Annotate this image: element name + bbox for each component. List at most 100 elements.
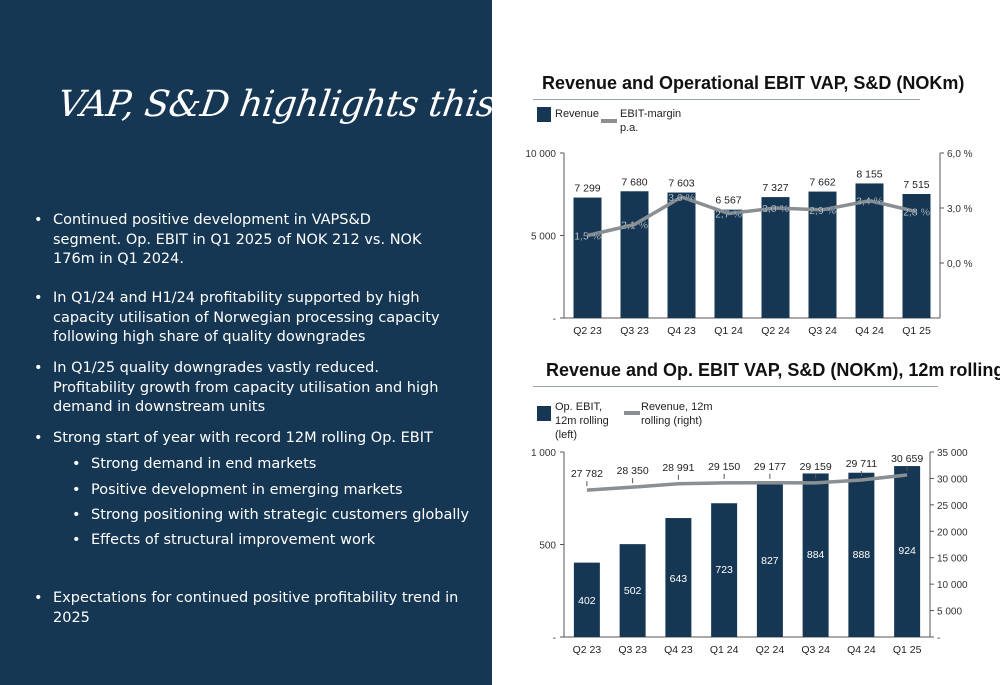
chart-1-legend: Revenue EBIT-margin p.a. (537, 106, 797, 136)
x-axis-tick-label: Q2 24 (756, 644, 785, 656)
bullet-text: In Q1/24 and H1/24 profitability support… (53, 290, 440, 345)
bullet-text: Expectations for continued positive prof… (53, 590, 459, 626)
right-axis-tick-label: 0,0 % (947, 259, 973, 270)
x-axis-tick-label: Q1 25 (902, 325, 931, 337)
bullet-dot: • (72, 507, 81, 523)
right-axis-tick-label: 30 000 (937, 474, 968, 485)
bullet-dot: • (34, 212, 43, 228)
x-axis-tick-label: Q1 24 (714, 325, 743, 337)
line-value-label: 28 350 (617, 465, 649, 477)
line-series (586, 473, 908, 492)
right-axis-tick-label: 15 000 (937, 554, 968, 565)
line-value-label: 29 150 (708, 461, 740, 473)
x-axis-tick-label: Q3 24 (801, 644, 830, 656)
x-axis-tick-label: Q3 23 (618, 644, 647, 656)
bullet-dot: • (34, 590, 43, 606)
left-axis-tick-label: 10 000 (525, 149, 556, 160)
left-axis-tick-label: 500 (539, 541, 556, 552)
chart-1-title-rule (533, 99, 920, 100)
bar-value-label: 502 (624, 585, 642, 597)
left-axis-tick-label: - (553, 314, 556, 325)
sub-bullet-text: Positive development in emerging markets (91, 482, 403, 498)
bar (894, 466, 921, 637)
bar (573, 562, 600, 637)
x-axis-tick-label: Q2 23 (573, 325, 602, 337)
bar (855, 183, 884, 318)
bar-value-label: 827 (761, 555, 779, 567)
bar-value-label: 7 662 (809, 177, 835, 189)
line-value-label: 2,8 % (903, 207, 930, 219)
x-axis-tick-label: Q3 23 (620, 325, 649, 337)
bar (802, 473, 829, 637)
left-axis-tick-label: 5 000 (531, 232, 556, 243)
bullet-dot: • (34, 360, 43, 376)
bar (573, 197, 602, 318)
x-axis-tick-label: Q1 25 (893, 644, 922, 656)
bar-value-label: 7 603 (668, 178, 694, 190)
bar (619, 544, 646, 637)
right-axis-tick-label: 5 000 (937, 607, 962, 618)
bar (714, 209, 743, 318)
bar-value-label: 7 515 (903, 179, 929, 191)
line-value-label: 3,0 % (762, 203, 789, 215)
bullet-text: Strong start of year with record 12M rol… (53, 430, 433, 446)
sub-bullet-text: Effects of structural improvement work (91, 532, 376, 548)
sub-bullet-text: Strong demand in end markets (91, 456, 317, 472)
bar-value-label: 924 (898, 545, 916, 557)
line-value-label: 1,5 % (574, 231, 601, 243)
right-axis-tick-label: 25 000 (937, 501, 968, 512)
chart-2-legend: Op. EBIT, 12m rolling (left) Revenue, 12… (537, 400, 797, 441)
x-axis-tick-label: Q1 24 (710, 644, 739, 656)
x-axis-tick-label: Q3 24 (808, 325, 837, 337)
right-axis-tick-label: 20 000 (937, 527, 968, 538)
bar-value-label: 402 (578, 595, 596, 607)
line-value-label: 3,6 % (668, 192, 695, 204)
bar (756, 484, 783, 637)
right-axis-tick-label: 3,0 % (947, 204, 973, 215)
line-value-label: 2,7 % (715, 209, 742, 221)
bar (665, 518, 692, 637)
legend-label-revenue: Revenue (555, 108, 600, 120)
legend-label-ebit-margin: EBIT-margin p.a. (620, 108, 682, 134)
legend-swatch-revenue-rolling (624, 411, 640, 415)
right-axis-tick-label: - (937, 633, 940, 644)
bullet-dot: • (34, 430, 43, 446)
bar (620, 191, 649, 318)
bar-value-label: 7 327 (762, 182, 788, 194)
bullet-dot: • (72, 456, 81, 472)
bar (667, 192, 696, 318)
bar-value-label: 7 299 (574, 183, 600, 195)
legend-label-op-ebit: Op. EBIT, 12m rolling (left) (555, 401, 609, 441)
x-axis-tick-label: Q4 24 (855, 325, 884, 337)
bullet-dot: • (72, 482, 81, 498)
x-axis-tick-label: Q2 24 (761, 325, 790, 337)
bullet-dot: • (72, 532, 81, 548)
right-axis-tick-label: 6,0 % (947, 149, 973, 160)
legend-swatch-revenue (537, 107, 551, 122)
bar (711, 503, 738, 637)
bullet-text: Continued positive development in VAPS&D… (53, 212, 422, 267)
line-value-label: 29 159 (800, 461, 832, 473)
bar-value-label: 884 (807, 549, 825, 561)
line-series (587, 195, 917, 238)
highlights-panel: VAP, S&D highlights this quarter • Conti… (0, 0, 643, 685)
chart-2-title-rule (533, 386, 938, 387)
left-axis-tick-label: - (553, 633, 556, 644)
line-value-label: 29 177 (754, 461, 786, 473)
right-axis-tick-label: 10 000 (937, 580, 968, 591)
bar-value-label: 7 680 (621, 176, 647, 188)
highlights-title: VAP, S&D highlights this quarter (55, 84, 643, 125)
bar (848, 472, 875, 637)
x-axis-tick-label: Q2 23 (573, 644, 602, 656)
left-axis-tick-label: 1 000 (531, 448, 556, 459)
line-value-label: 30 659 (891, 453, 923, 465)
bar-value-label: 8 155 (856, 168, 882, 180)
x-axis-tick-label: Q4 23 (667, 325, 696, 337)
line-value-label: 2,1 % (621, 220, 648, 232)
x-axis-tick-label: Q4 24 (847, 644, 876, 656)
legend-swatch-op-ebit (537, 406, 551, 421)
bar-value-label: 723 (715, 564, 733, 576)
sub-bullet-text: Strong positioning with strategic custom… (91, 507, 470, 523)
legend-label-revenue-rolling: Revenue, 12m rolling (right) (641, 401, 713, 427)
line-value-label: 2,9 % (809, 205, 836, 217)
